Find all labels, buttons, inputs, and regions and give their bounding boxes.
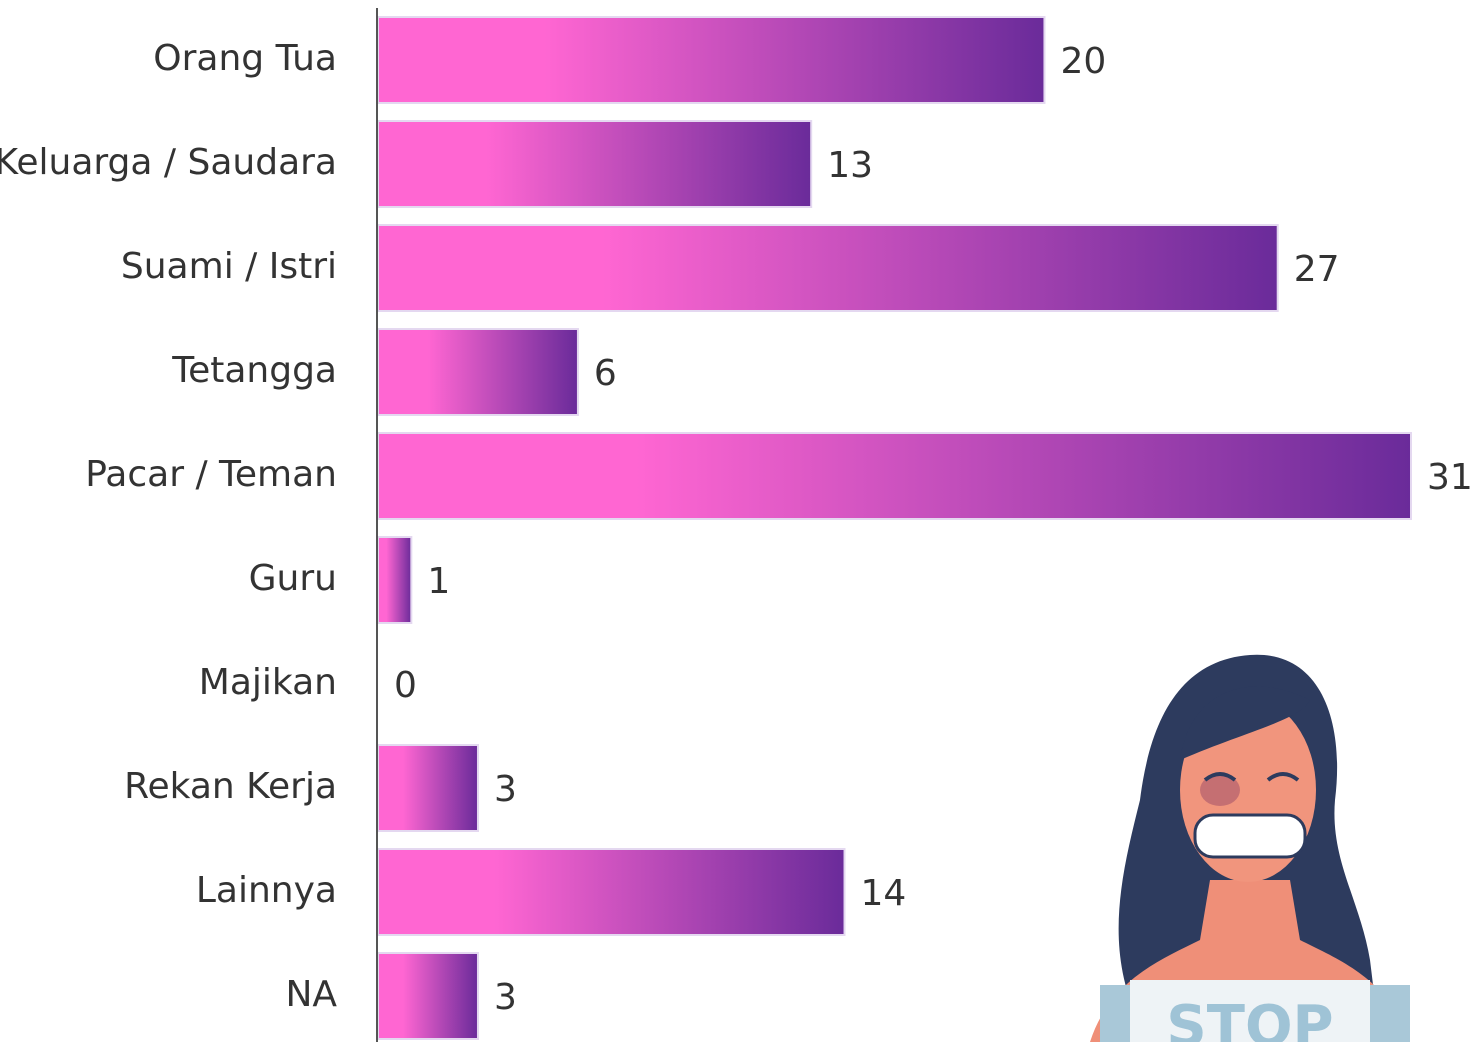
y-tick-label: Rekan Kerja — [124, 766, 337, 807]
bar — [377, 848, 846, 936]
value-label: 3 — [494, 977, 517, 1018]
value-label: 31 — [1427, 457, 1473, 498]
value-label: 13 — [827, 145, 873, 186]
value-label: 3 — [494, 769, 517, 810]
bar — [377, 16, 1046, 104]
y-tick-label: Majikan — [199, 662, 337, 703]
bar — [377, 536, 413, 624]
bar — [377, 744, 479, 832]
value-label: 6 — [594, 353, 617, 394]
y-tick-label: NA — [285, 974, 337, 1015]
value-label: 20 — [1060, 41, 1106, 82]
bar — [377, 952, 479, 1040]
bar — [377, 120, 813, 208]
y-tick-label: Orang Tua — [153, 38, 337, 79]
y-tick-label: Pacar / Teman — [85, 454, 337, 495]
y-tick-label: Suami / Istri — [121, 246, 337, 287]
y-tick-label: Guru — [249, 558, 337, 599]
value-label: 14 — [861, 873, 907, 914]
illustration: STOP — [1090, 654, 1410, 1042]
value-label: 27 — [1294, 249, 1340, 290]
value-label: 1 — [427, 561, 450, 602]
bar — [377, 328, 579, 416]
y-tick-label: Keluarga / Saudara — [0, 142, 337, 183]
y-tick-label: Tetangga — [171, 350, 337, 391]
bar — [377, 432, 1412, 520]
bar — [377, 224, 1279, 312]
y-tick-label: Lainnya — [196, 870, 337, 911]
value-label: 0 — [394, 665, 417, 706]
illustration-text: STOP — [1166, 994, 1333, 1042]
